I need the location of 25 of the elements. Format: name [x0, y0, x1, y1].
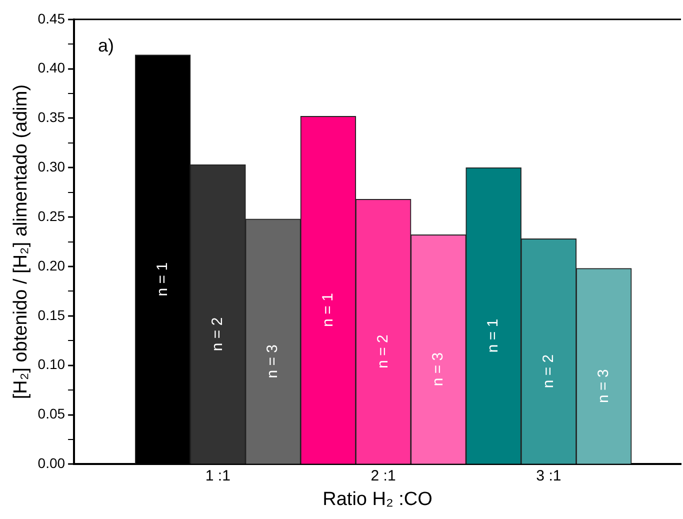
- x-tick-label: 1 :1: [205, 467, 230, 484]
- annotation: a): [98, 35, 114, 56]
- y-tick-label: 0.40: [38, 60, 66, 76]
- y-axis-title: [H₂] obtenido / [H₂] alimentado (adim): [10, 84, 32, 400]
- text: n = 2: [209, 317, 226, 352]
- text: n = 2: [540, 354, 557, 388]
- text: n = 1: [484, 318, 502, 353]
- y-tick-label: 0.05: [38, 406, 66, 422]
- x-tick-label: 2 :1: [370, 467, 396, 484]
- y-tick-label: 0.10: [38, 356, 66, 372]
- series-label: n = 1: [319, 293, 336, 327]
- text: n = 1: [154, 262, 171, 296]
- series-label: n = 3: [594, 369, 612, 403]
- text: n = 3: [264, 344, 282, 378]
- y-tick-label: 0.25: [38, 208, 66, 224]
- y-tick-label: 0.15: [38, 306, 66, 323]
- y-tick-label: 0.45: [38, 10, 66, 26]
- y-tick-label: 0.00: [38, 455, 66, 472]
- series-label: n = 2: [374, 334, 392, 368]
- text: n = 3: [430, 352, 447, 386]
- y-tick-label: 0.35: [38, 109, 66, 126]
- y-tick-label: 0.30: [38, 158, 66, 175]
- x-tick-label: 3 :1: [536, 467, 562, 484]
- x-axis-title: Ratio H₂ :CO: [322, 488, 432, 510]
- y-tick-label: 0.20: [38, 257, 66, 274]
